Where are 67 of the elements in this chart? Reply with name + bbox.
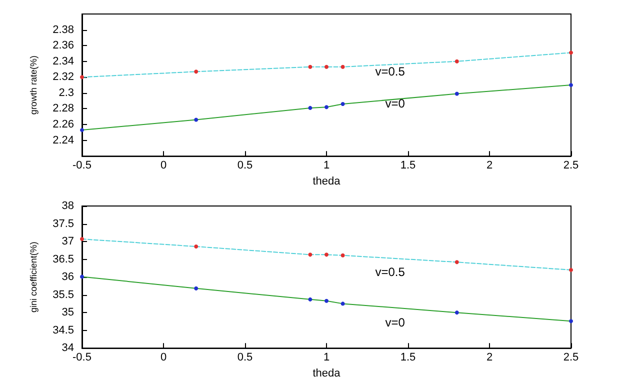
y-tick-label: 2.36	[52, 40, 74, 52]
point	[569, 50, 573, 55]
series-label: v=0	[385, 96, 406, 111]
point	[340, 102, 345, 106]
y-axis-title: growth rate(%)	[28, 56, 38, 115]
point	[80, 128, 84, 132]
point	[80, 237, 84, 242]
point	[454, 59, 459, 64]
point	[194, 118, 198, 122]
point	[194, 70, 198, 74]
point	[194, 244, 198, 248]
y-tick-label: 37	[62, 236, 74, 248]
x-tick-label: 1	[323, 352, 330, 364]
series-label: v=0	[385, 316, 406, 330]
x-tick-label: 2.5	[563, 352, 579, 364]
x-tick-label: 2.5	[563, 160, 579, 172]
y-tick-label: 2.34	[52, 55, 74, 68]
point	[340, 302, 345, 306]
x-tick-label: 0	[160, 352, 167, 364]
x-axis-title: theda	[312, 368, 342, 380]
y-tick-label: 35	[62, 306, 74, 319]
series-label: v=0.5	[375, 64, 406, 78]
point	[340, 253, 345, 258]
x-axis-title: theda	[312, 176, 342, 188]
y-tick-label: 2.26	[52, 118, 74, 131]
y-tick-label: 34.5	[52, 324, 74, 336]
x-tick-label: 0	[160, 160, 167, 172]
y-tick-label: 34	[62, 342, 74, 354]
y-axis-title: gini coefficient(%)	[28, 242, 38, 312]
y-tick-label: 2.3	[58, 86, 74, 99]
point	[308, 297, 312, 302]
point	[308, 252, 312, 257]
x-tick-label: 2	[486, 352, 493, 364]
point	[340, 64, 345, 69]
point	[569, 319, 573, 324]
point	[569, 268, 573, 272]
y-tick-label: 2.28	[52, 102, 74, 115]
y-tick-label: 35.5	[52, 288, 74, 301]
y-tick-label: 2.38	[52, 24, 74, 36]
y-tick-label: 2.32	[52, 71, 74, 84]
x-tick-label: 1	[323, 160, 330, 172]
point	[308, 64, 312, 69]
point	[324, 252, 328, 257]
point	[80, 274, 84, 279]
x-tick-label: -0.5	[72, 352, 92, 364]
x-tick-label: 1.5	[400, 352, 416, 364]
point	[308, 106, 312, 110]
y-tick-label: 2.24	[52, 134, 74, 146]
point	[324, 105, 328, 110]
point	[454, 92, 459, 96]
x-tick-label: 1.5	[400, 160, 416, 172]
x-tick-label: -0.5	[72, 160, 92, 172]
series-label: v=0.5	[375, 265, 406, 280]
point	[324, 64, 328, 69]
point	[80, 75, 84, 80]
y-tick-label: 37.5	[52, 218, 74, 230]
point	[454, 310, 459, 315]
point	[324, 298, 328, 303]
point	[194, 286, 198, 290]
y-tick-label: 36.5	[52, 253, 74, 266]
x-tick-label: 0.5	[237, 160, 253, 172]
x-tick-label: 2	[486, 160, 493, 172]
point	[454, 260, 459, 264]
y-tick-label: 36	[62, 271, 74, 284]
y-tick-label: 38	[62, 200, 74, 212]
point	[569, 83, 573, 88]
x-tick-label: 0.5	[237, 352, 253, 364]
